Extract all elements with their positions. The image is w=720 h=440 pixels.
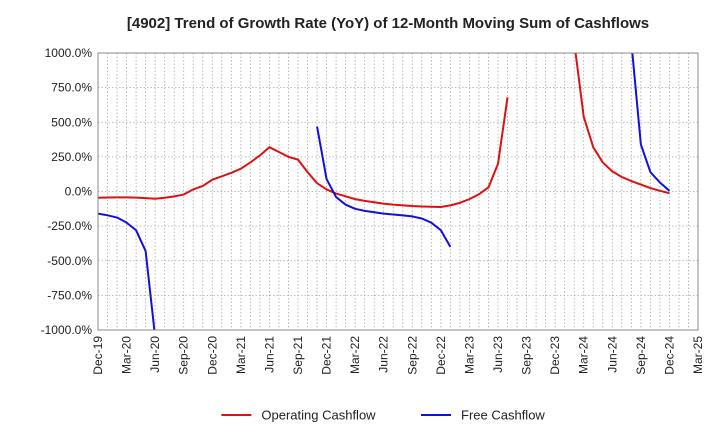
x-tick-label: Dec-23 (548, 336, 562, 375)
grid (98, 53, 698, 330)
y-tick-label: -1000.0% (41, 323, 93, 337)
chart-title: [4902] Trend of Growth Rate (YoY) of 12-… (127, 15, 649, 32)
y-tick-label: 1000.0% (45, 46, 93, 60)
x-tick-label: Mar-20 (120, 336, 134, 374)
y-tick-label: 750.0% (51, 81, 92, 95)
x-tick-label: Sep-22 (405, 336, 419, 375)
legend-label-free-cashflow: Free Cashflow (461, 408, 545, 423)
x-tick-label: Mar-21 (234, 336, 248, 374)
x-tick-label: Jun-24 (605, 336, 619, 373)
y-axis-ticks: 1000.0% 750.0% 500.0% 250.0% 0.0% -250.0% -500… (41, 46, 93, 337)
x-tick-label: Dec-20 (205, 336, 219, 375)
x-axis-ticks: Dec-19 Mar-20 Jun-20 Sep-20 Dec-20 Mar-21 Jun-… (91, 336, 705, 375)
y-tick-label: 250.0% (51, 150, 92, 164)
x-tick-label: Sep-21 (291, 336, 305, 375)
x-tick-label: Mar-25 (691, 336, 705, 374)
x-tick-label: Jun-21 (262, 336, 276, 373)
y-tick-label: -500.0% (47, 254, 92, 268)
free-cashflow-line (316, 126, 452, 248)
x-tick-label: Dec-24 (662, 336, 676, 375)
legend-label-operating-cashflow: Operating Cashflow (261, 408, 376, 423)
x-tick-label: Dec-21 (320, 336, 334, 375)
x-tick-label: Mar-24 (577, 336, 591, 374)
free-cashflow-line (631, 53, 671, 192)
x-tick-label: Mar-23 (462, 336, 476, 374)
x-tick-label: Jun-20 (148, 336, 162, 373)
operating-cashflow-line (98, 97, 509, 209)
x-tick-label: Dec-22 (434, 336, 448, 375)
plot-frame (97, 52, 699, 331)
y-tick-label: -250.0% (47, 219, 92, 233)
x-tick-label: Dec-19 (91, 336, 105, 375)
x-tick-label: Mar-22 (348, 336, 362, 374)
y-tick-label: 0.0% (65, 185, 93, 199)
x-tick-label: Sep-23 (520, 336, 534, 375)
y-tick-label: -750.0% (47, 288, 92, 302)
y-tick-label: 500.0% (51, 115, 92, 129)
operating-cashflow-line (574, 53, 670, 195)
x-tick-label: Jun-23 (491, 336, 505, 373)
x-tick-label: Jun-22 (377, 336, 391, 373)
x-tick-label: Sep-20 (177, 336, 191, 375)
free-cashflow-line (98, 212, 156, 330)
series-lines (98, 53, 671, 330)
x-tick-label: Sep-24 (634, 336, 648, 375)
legend: Operating Cashflow Free Cashflow (221, 408, 545, 423)
